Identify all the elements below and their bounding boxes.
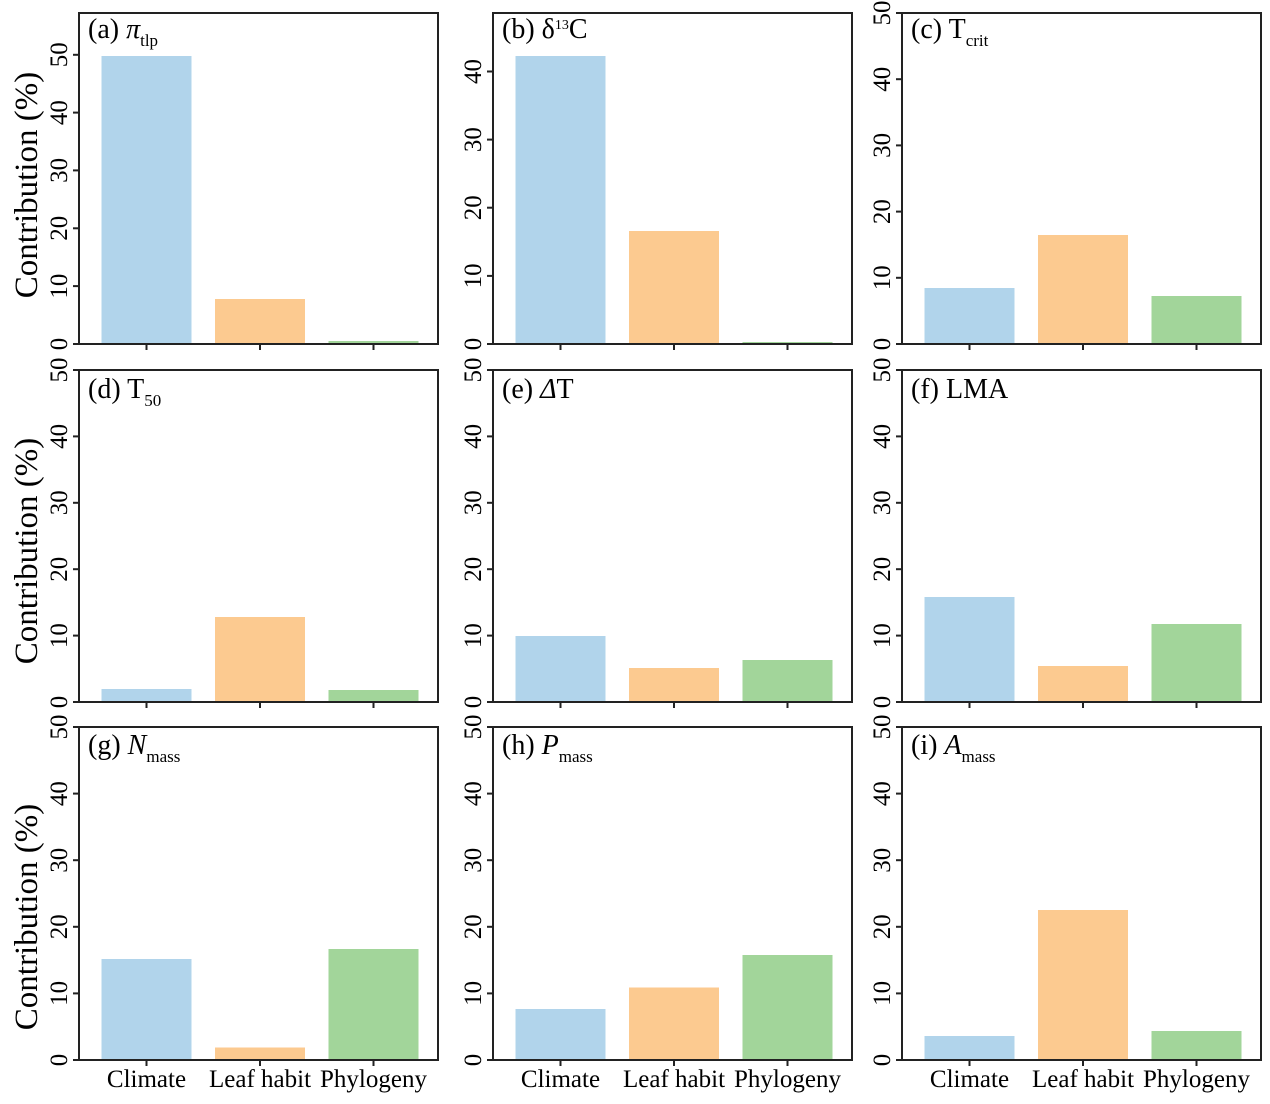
svg-text:10: 10 [869,623,896,648]
svg-text:40: 40 [869,781,896,806]
svg-text:Climate: Climate [930,1066,1009,1093]
svg-text:10: 10 [460,623,487,648]
svg-text:20: 20 [46,914,73,939]
svg-text:40: 40 [46,424,73,449]
svg-text:50: 50 [46,358,73,383]
svg-text:0: 0 [869,338,896,351]
svg-text:50: 50 [869,715,896,740]
svg-text:30: 30 [869,848,896,873]
svg-text:40: 40 [869,424,896,449]
svg-text:Phylogeny: Phylogeny [1143,1066,1250,1093]
svg-text:40: 40 [460,781,487,806]
svg-text:40: 40 [46,781,73,806]
svg-text:30: 30 [869,133,896,158]
svg-text:50: 50 [460,715,487,740]
svg-text:0: 0 [869,1054,896,1067]
svg-text:50: 50 [46,715,73,740]
svg-text:10: 10 [869,265,896,290]
svg-text:30: 30 [46,490,73,515]
svg-text:(i) Amass: (i) Amass [911,730,996,766]
svg-text:Phylogeny: Phylogeny [320,1066,427,1093]
svg-text:0: 0 [46,338,73,351]
svg-text:0: 0 [460,696,487,709]
svg-text:(f) LMA: (f) LMA [911,374,1009,405]
svg-text:30: 30 [46,158,73,183]
svg-text:10: 10 [460,981,487,1006]
svg-text:Contribution (%): Contribution (%) [9,804,45,1030]
svg-text:20: 20 [46,216,73,241]
svg-text:Phylogeny: Phylogeny [734,1066,841,1093]
svg-text:30: 30 [460,848,487,873]
svg-text:40: 40 [460,59,487,84]
svg-text:Leaf habit: Leaf habit [209,1066,311,1093]
svg-text:20: 20 [869,199,896,224]
svg-text:50: 50 [869,1,896,26]
svg-text:30: 30 [869,490,896,515]
svg-text:10: 10 [46,623,73,648]
svg-text:40: 40 [460,424,487,449]
svg-text:20: 20 [46,557,73,582]
svg-text:10: 10 [46,981,73,1006]
svg-text:20: 20 [869,914,896,939]
svg-text:Contribution (%): Contribution (%) [9,438,45,664]
svg-text:Contribution (%): Contribution (%) [9,72,45,298]
svg-text:20: 20 [460,557,487,582]
svg-text:40: 40 [869,67,896,92]
svg-text:20: 20 [460,195,487,220]
svg-text:0: 0 [869,696,896,709]
svg-text:30: 30 [460,127,487,152]
svg-text:(e) ΔT: (e) ΔT [502,374,574,405]
svg-text:Climate: Climate [521,1066,600,1093]
svg-text:50: 50 [46,42,73,67]
svg-text:0: 0 [460,338,487,351]
svg-text:0: 0 [46,696,73,709]
svg-text:30: 30 [460,490,487,515]
svg-text:0: 0 [460,1054,487,1067]
svg-text:20: 20 [460,914,487,939]
svg-text:50: 50 [869,358,896,383]
svg-text:10: 10 [46,274,73,299]
svg-text:0: 0 [46,1054,73,1067]
svg-text:(b) δ13C: (b) δ13C [502,14,588,45]
svg-text:Leaf habit: Leaf habit [1032,1066,1134,1093]
svg-text:10: 10 [460,263,487,288]
svg-text:Climate: Climate [107,1066,186,1093]
svg-text:Leaf habit: Leaf habit [623,1066,725,1093]
svg-text:50: 50 [460,358,487,383]
svg-text:40: 40 [46,100,73,125]
svg-text:30: 30 [46,848,73,873]
svg-text:10: 10 [869,981,896,1006]
svg-text:20: 20 [869,557,896,582]
